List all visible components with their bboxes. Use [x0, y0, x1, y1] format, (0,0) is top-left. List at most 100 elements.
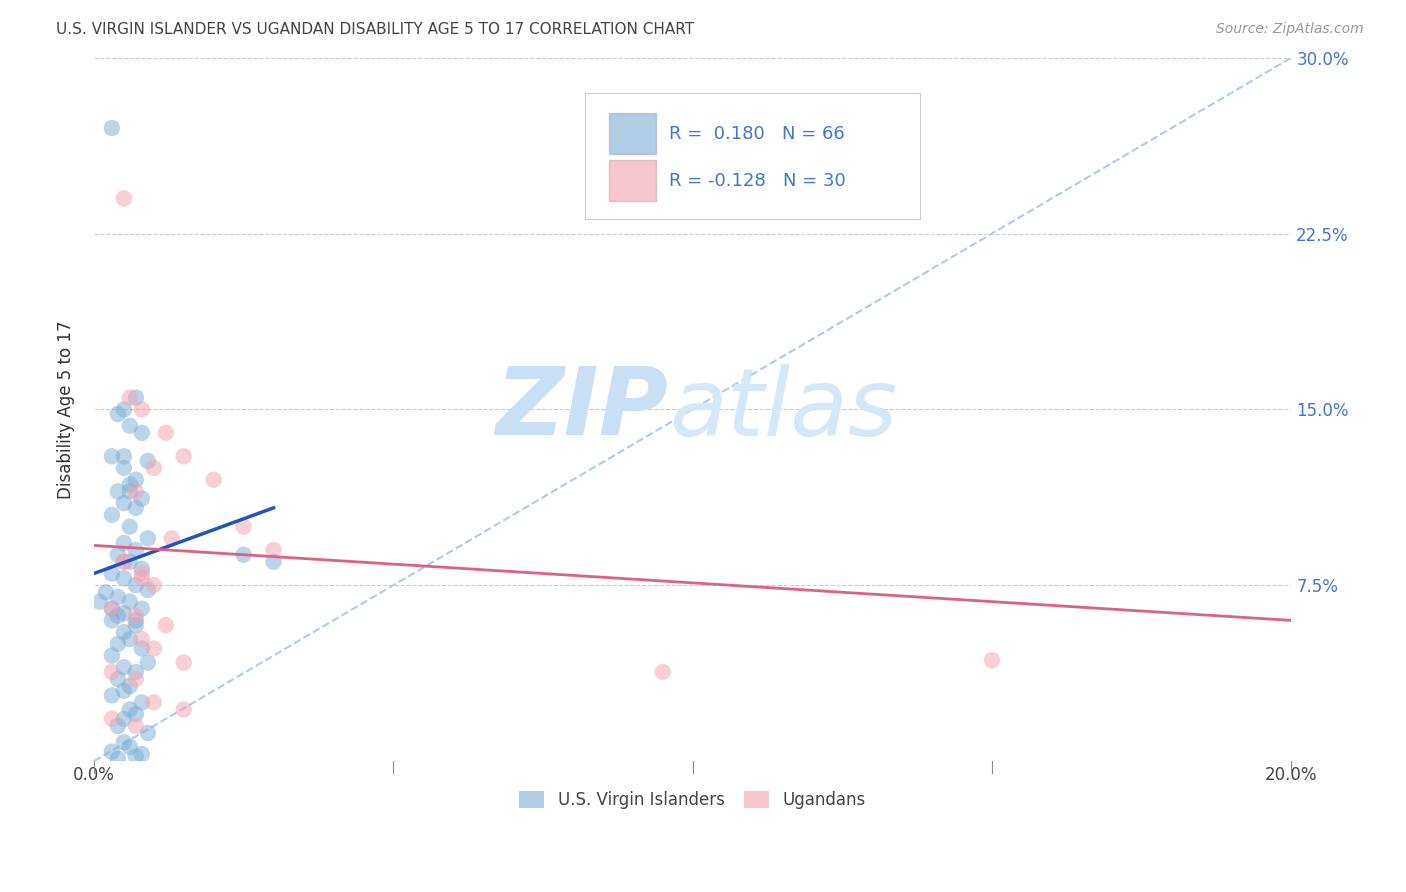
Point	[101, 689, 124, 703]
Point	[125, 719, 148, 733]
Y-axis label: Disability Age 5 to 17: Disability Age 5 to 17	[58, 320, 75, 499]
Point	[136, 656, 159, 670]
Point	[112, 571, 135, 585]
Point	[202, 473, 225, 487]
Point	[160, 532, 183, 546]
Point	[131, 566, 153, 581]
Point	[101, 614, 124, 628]
Point	[101, 601, 124, 615]
Point	[101, 745, 124, 759]
Point	[107, 752, 129, 766]
Point	[101, 450, 124, 464]
Point	[131, 696, 153, 710]
Point	[107, 608, 129, 623]
Point	[651, 665, 673, 679]
Text: Source: ZipAtlas.com: Source: ZipAtlas.com	[1216, 22, 1364, 37]
Point	[131, 402, 153, 417]
Point	[94, 585, 117, 599]
Point	[107, 719, 129, 733]
Point	[107, 407, 129, 421]
Point	[136, 532, 159, 546]
Point	[101, 648, 124, 663]
Point	[136, 582, 159, 597]
Text: U.S. VIRGIN ISLANDER VS UGANDAN DISABILITY AGE 5 TO 17 CORRELATION CHART: U.S. VIRGIN ISLANDER VS UGANDAN DISABILI…	[56, 22, 695, 37]
Point	[112, 450, 135, 464]
Point	[131, 425, 153, 440]
Point	[101, 601, 124, 615]
Point	[107, 637, 129, 651]
Point	[136, 726, 159, 740]
FancyBboxPatch shape	[609, 112, 655, 154]
Point	[142, 641, 165, 656]
Point	[118, 418, 141, 433]
Point	[107, 484, 129, 499]
Point	[112, 712, 135, 726]
Point	[142, 578, 165, 592]
Point	[107, 590, 129, 604]
Point	[125, 749, 148, 764]
Point	[125, 500, 148, 515]
Point	[101, 121, 124, 136]
Text: R = -0.128   N = 30: R = -0.128 N = 30	[669, 172, 845, 190]
Point	[232, 548, 254, 562]
Point	[125, 618, 148, 632]
Point	[125, 665, 148, 679]
Point	[981, 653, 1004, 667]
Point	[155, 425, 177, 440]
Point	[131, 747, 153, 761]
Point	[125, 473, 148, 487]
Text: ZIP: ZIP	[496, 363, 669, 456]
Point	[101, 566, 124, 581]
Point	[155, 618, 177, 632]
Point	[112, 625, 135, 640]
Point	[118, 594, 141, 608]
Point	[125, 614, 148, 628]
Point	[131, 632, 153, 647]
FancyBboxPatch shape	[609, 160, 655, 202]
Point	[112, 461, 135, 475]
Point	[131, 641, 153, 656]
Point	[112, 496, 135, 510]
Point	[112, 536, 135, 550]
Point	[112, 683, 135, 698]
FancyBboxPatch shape	[585, 93, 920, 219]
Point	[136, 454, 159, 468]
Point	[112, 555, 135, 569]
Point	[118, 679, 141, 693]
Point	[142, 461, 165, 475]
Text: R =  0.180   N = 66: R = 0.180 N = 66	[669, 125, 845, 143]
Point	[131, 571, 153, 585]
Point	[118, 702, 141, 716]
Point	[125, 391, 148, 405]
Point	[118, 632, 141, 647]
Point	[118, 555, 141, 569]
Point	[112, 607, 135, 621]
Point	[112, 402, 135, 417]
Point	[131, 491, 153, 506]
Point	[232, 519, 254, 533]
Point	[101, 665, 124, 679]
Point	[131, 562, 153, 576]
Point	[101, 508, 124, 522]
Point	[112, 191, 135, 205]
Point	[173, 702, 195, 716]
Point	[125, 608, 148, 623]
Point	[173, 656, 195, 670]
Legend: U.S. Virgin Islanders, Ugandans: U.S. Virgin Islanders, Ugandans	[513, 785, 873, 816]
Point	[118, 519, 141, 533]
Point	[107, 548, 129, 562]
Text: atlas: atlas	[669, 364, 897, 455]
Point	[173, 450, 195, 464]
Point	[118, 484, 141, 499]
Point	[118, 391, 141, 405]
Point	[125, 578, 148, 592]
Point	[263, 543, 285, 558]
Point	[112, 660, 135, 674]
Point	[131, 601, 153, 615]
Point	[118, 477, 141, 491]
Point	[263, 555, 285, 569]
Point	[142, 696, 165, 710]
Point	[125, 707, 148, 722]
Point	[89, 594, 111, 608]
Point	[125, 672, 148, 686]
